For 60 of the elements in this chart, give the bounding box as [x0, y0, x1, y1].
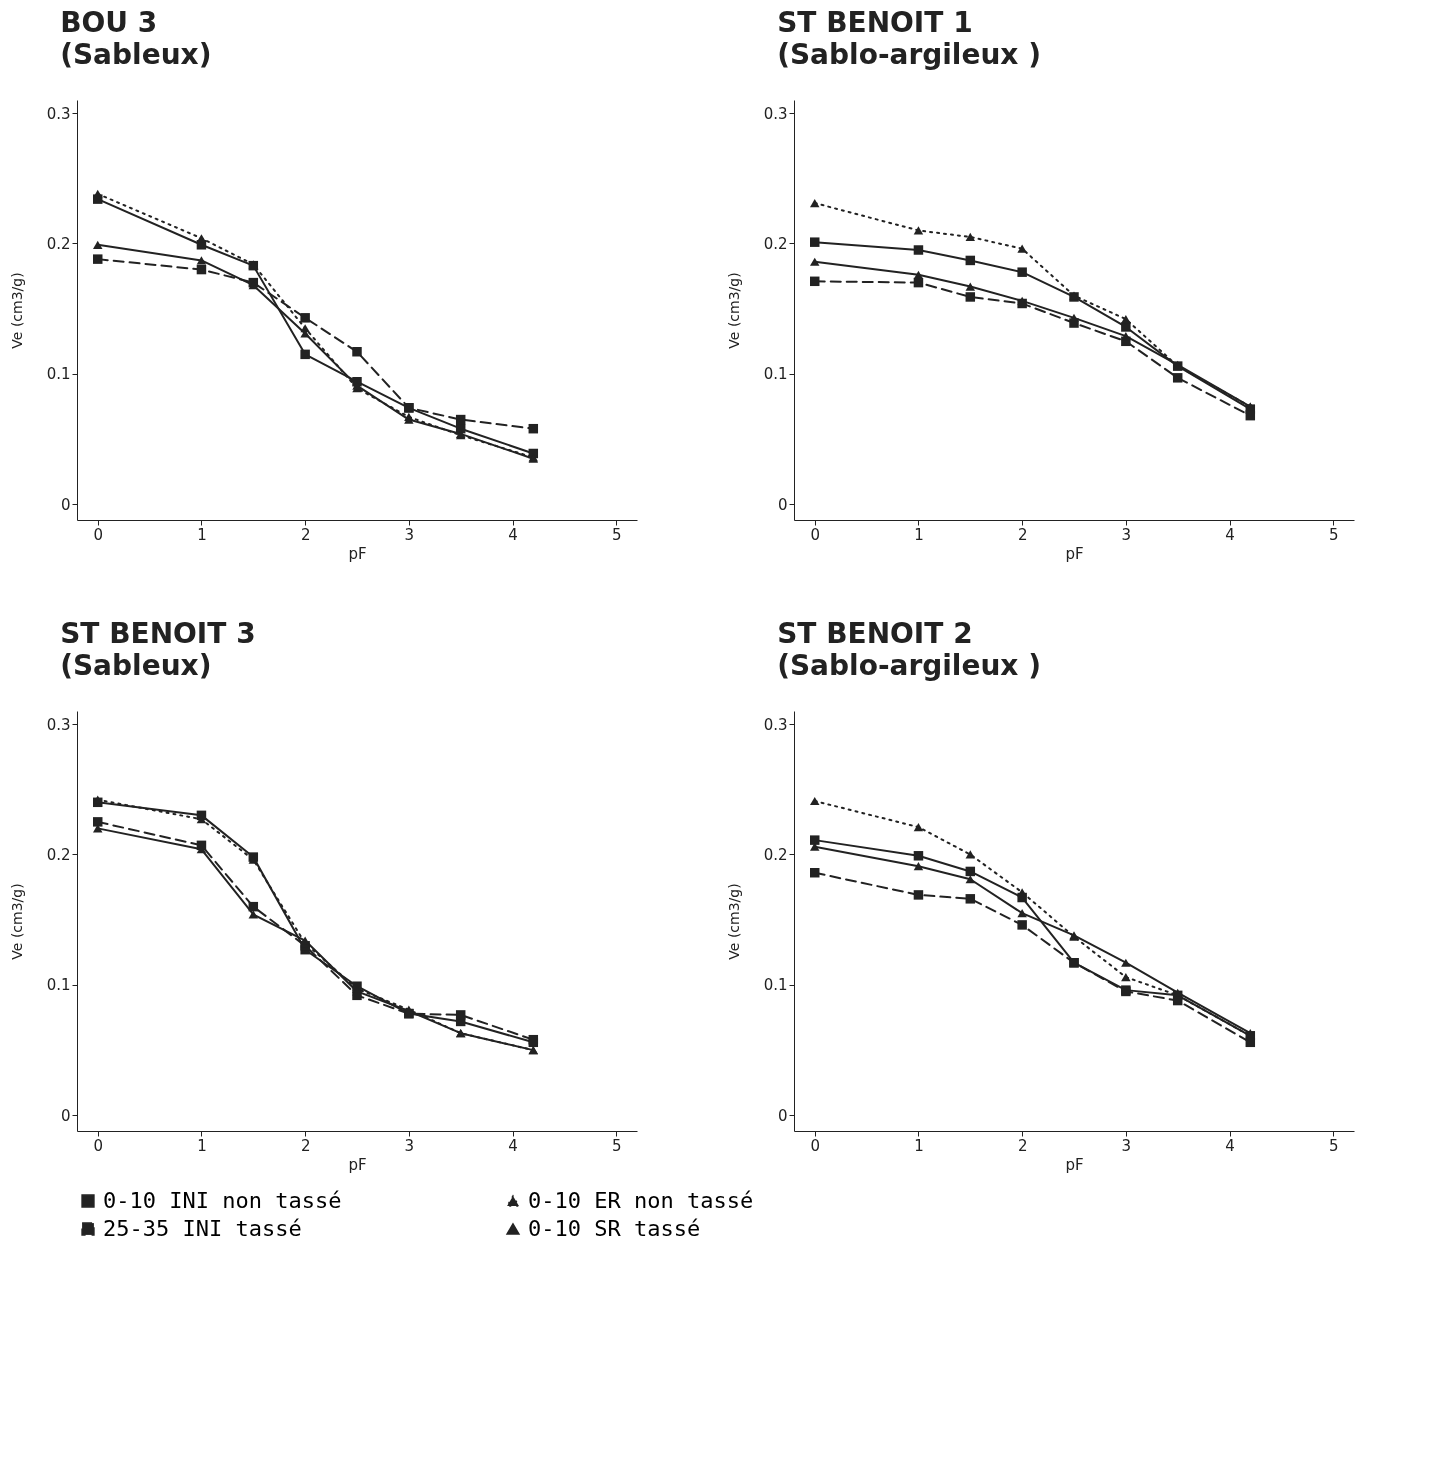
legend-label: 0-10 INI non tassé	[103, 1188, 342, 1213]
x-tick-label: 1	[197, 525, 207, 544]
y-axis-title: Ve (cm3/g)	[8, 883, 25, 960]
y-axis-title: Ve (cm3/g)	[8, 272, 25, 349]
legend-label: 25-35 INI tassé	[103, 1216, 302, 1241]
chart-title: ST BENOIT 2	[777, 617, 973, 650]
y-tick-label: 0.1	[763, 365, 788, 384]
x-tick-label: 4	[1225, 525, 1235, 544]
y-tick-label: 0	[60, 495, 71, 514]
y-tick-label: 0.2	[763, 234, 788, 253]
x-tick-label: 5	[1328, 525, 1339, 544]
y-tick-label: 0.1	[763, 976, 788, 995]
x-tick-label: 1	[914, 1136, 924, 1155]
x-tick-label: 1	[914, 525, 924, 544]
y-tick-label: 0.3	[46, 104, 71, 123]
y-tick-label: 0.3	[763, 715, 788, 734]
y-tick-label: 0.1	[46, 976, 71, 995]
legend-label: 0-10 SR tassé	[528, 1216, 701, 1241]
y-axis-title: Ve (cm3/g)	[725, 883, 742, 960]
chart-subtitle: (Sablo-argileux )	[777, 38, 1041, 71]
x-tick-label: 5	[611, 525, 622, 544]
x-axis-title: pF	[348, 1155, 367, 1174]
y-tick-label: 0.2	[46, 845, 71, 864]
x-tick-label: 2	[300, 1136, 311, 1155]
y-tick-label: 0.1	[46, 365, 71, 384]
x-tick-label: 2	[1017, 525, 1028, 544]
x-axis-title: pF	[348, 544, 367, 563]
chart-title: BOU 3	[60, 6, 158, 39]
chart-subtitle: (Sableux)	[60, 38, 212, 71]
x-axis-title: pF	[1065, 544, 1084, 563]
y-tick-label: 0	[777, 495, 788, 514]
x-tick-label: 5	[1328, 1136, 1339, 1155]
y-tick-label: 0.2	[763, 845, 788, 864]
chart-subtitle: (Sablo-argileux )	[777, 649, 1041, 682]
x-tick-label: 5	[611, 1136, 622, 1155]
x-axis-title: pF	[1065, 1155, 1084, 1174]
y-tick-label: 0	[60, 1106, 71, 1125]
x-tick-label: 0	[810, 1136, 821, 1155]
chart-subtitle: (Sableux)	[60, 649, 212, 682]
legend-label: 0-10 ER non tassé	[528, 1188, 754, 1213]
y-axis-title: Ve (cm3/g)	[725, 272, 742, 349]
x-tick-label: 3	[1121, 525, 1132, 544]
x-tick-label: 0	[810, 525, 821, 544]
x-tick-label: 3	[1121, 1136, 1132, 1155]
y-tick-label: 0.3	[46, 715, 71, 734]
y-tick-label: 0	[777, 1106, 788, 1125]
x-tick-label: 4	[508, 1136, 518, 1155]
x-tick-label: 4	[508, 525, 518, 544]
y-tick-label: 0.3	[763, 104, 788, 123]
y-tick-label: 0.2	[46, 234, 71, 253]
x-tick-label: 3	[404, 1136, 415, 1155]
x-tick-label: 2	[1017, 1136, 1028, 1155]
x-tick-label: 2	[300, 525, 311, 544]
x-tick-label: 0	[93, 1136, 104, 1155]
chart-title: ST BENOIT 1	[777, 6, 973, 39]
x-tick-label: 0	[93, 525, 104, 544]
x-tick-label: 1	[197, 1136, 207, 1155]
chart-title: ST BENOIT 3	[60, 617, 256, 650]
x-tick-label: 3	[404, 525, 415, 544]
x-tick-label: 4	[1225, 1136, 1235, 1155]
